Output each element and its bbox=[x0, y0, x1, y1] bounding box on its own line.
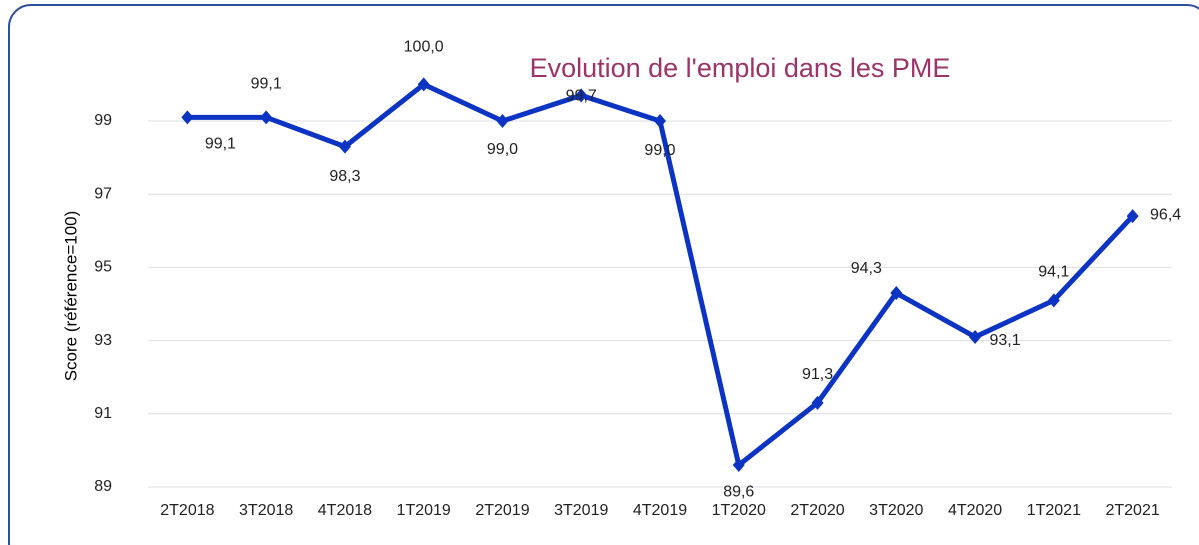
data-label: 98,3 bbox=[329, 168, 360, 185]
marker bbox=[732, 458, 745, 473]
y-tick-label: 91 bbox=[94, 405, 112, 422]
marker bbox=[181, 110, 194, 125]
marker bbox=[1047, 293, 1060, 308]
marker bbox=[575, 88, 588, 103]
data-label: 94,1 bbox=[1038, 264, 1069, 281]
marker bbox=[969, 329, 982, 344]
marker bbox=[338, 139, 351, 154]
x-tick-label: 4T2018 bbox=[318, 502, 372, 519]
marker bbox=[260, 110, 273, 125]
marker bbox=[1126, 209, 1139, 224]
x-tick-label: 4T2019 bbox=[633, 502, 687, 519]
marker bbox=[654, 114, 666, 128]
x-tick-label: 3T2019 bbox=[554, 502, 608, 519]
data-label: 94,3 bbox=[851, 260, 882, 277]
y-tick-label: 97 bbox=[94, 185, 112, 202]
x-tick-label: 4T2020 bbox=[948, 502, 1002, 519]
chart-title: Evolution de l'emploi dans les PME bbox=[530, 53, 951, 83]
x-tick-label: 1T2020 bbox=[712, 502, 766, 519]
y-tick-label: 89 bbox=[94, 478, 112, 495]
x-tick-label: 2T2021 bbox=[1105, 502, 1159, 519]
y-axis-label: Score (référence=100) bbox=[61, 211, 80, 382]
chart-frame bbox=[8, 4, 1199, 545]
x-tick-label: 2T2020 bbox=[790, 502, 844, 519]
x-tick-label: 1T2019 bbox=[397, 502, 451, 519]
x-tick-label: 2T2018 bbox=[160, 502, 214, 519]
data-label: 99,0 bbox=[487, 141, 518, 158]
y-tick-label: 99 bbox=[94, 112, 112, 129]
data-label: 99,1 bbox=[251, 76, 282, 93]
x-tick-label: 1T2021 bbox=[1027, 502, 1081, 519]
data-label: 99,0 bbox=[644, 142, 675, 159]
data-label: 91,3 bbox=[802, 366, 833, 383]
y-tick-label: 95 bbox=[94, 259, 112, 276]
data-label: 96,4 bbox=[1150, 206, 1181, 223]
marker bbox=[496, 114, 509, 128]
data-label: 99,7 bbox=[566, 88, 597, 105]
y-tick-label: 93 bbox=[94, 332, 112, 349]
data-label: 93,1 bbox=[990, 332, 1021, 349]
marker bbox=[811, 395, 824, 410]
x-tick-label: 3T2020 bbox=[869, 502, 923, 519]
marker bbox=[890, 286, 903, 301]
data-label: 99,1 bbox=[205, 136, 236, 153]
data-label: 89,6 bbox=[723, 483, 754, 500]
x-tick-label: 2T2019 bbox=[475, 502, 529, 519]
x-tick-label: 3T2018 bbox=[239, 502, 293, 519]
marker bbox=[417, 77, 430, 92]
data-label: 100,0 bbox=[404, 39, 444, 56]
